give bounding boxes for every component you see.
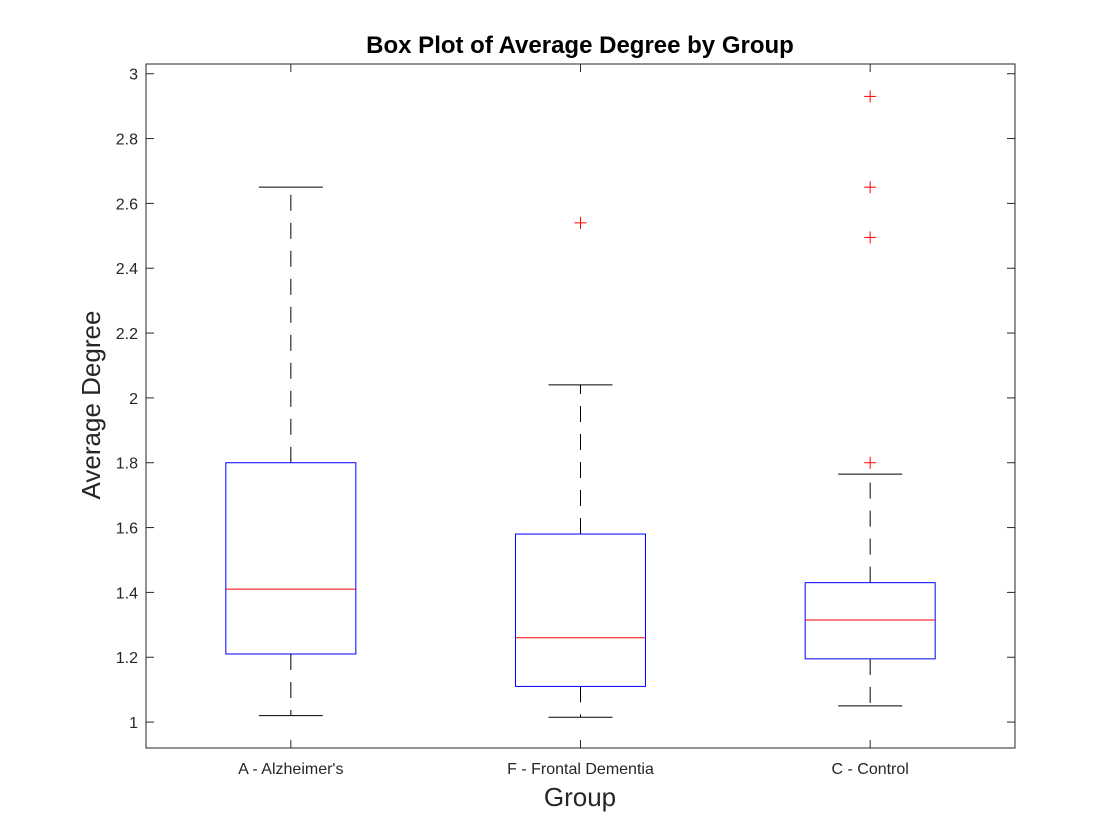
outlier-marker [864, 90, 877, 103]
box-group [515, 216, 646, 718]
y-tick-label: 3 [129, 67, 138, 84]
box-group [804, 90, 936, 707]
outlier-marker [864, 231, 877, 244]
boxes [225, 90, 936, 718]
y-tick-label: 2.8 [116, 132, 138, 149]
outlier-marker [864, 456, 877, 469]
y-tick-label: 1.8 [116, 456, 138, 473]
axis-ticks: 1 1.2 1.4 1.6 1.8 2 2.2 2.4 2.6 2.8 3 A - Alzheimer… [116, 64, 1015, 778]
x-tick-label: C - Control [831, 761, 908, 778]
y-tick-label: 2.4 [116, 261, 138, 278]
y-tick-label: 1.6 [116, 521, 138, 538]
y-tick-label: 1.2 [116, 650, 138, 667]
x-tick-label: A - Alzheimer's [238, 761, 343, 778]
y-tick-label: 2.6 [116, 196, 138, 213]
y-tick-label: 2 [129, 391, 138, 408]
iqr-box [804, 582, 936, 660]
outlier-marker [574, 216, 587, 229]
chart-title: Box Plot of Average Degree by Group [366, 32, 794, 59]
y-axis-label: Average Degree [76, 311, 106, 500]
iqr-box [225, 462, 357, 655]
box-group [225, 186, 357, 717]
y-tick-label: 2.2 [116, 326, 138, 343]
plot-area-frame [145, 63, 1016, 749]
y-tick-label: 1.4 [116, 585, 138, 602]
iqr-box [515, 533, 646, 687]
x-tick-label: F - Frontal Dementia [507, 761, 654, 778]
x-axis-label: Group [544, 782, 616, 812]
y-tick-label: 1 [129, 715, 138, 732]
outlier-marker [864, 181, 877, 194]
